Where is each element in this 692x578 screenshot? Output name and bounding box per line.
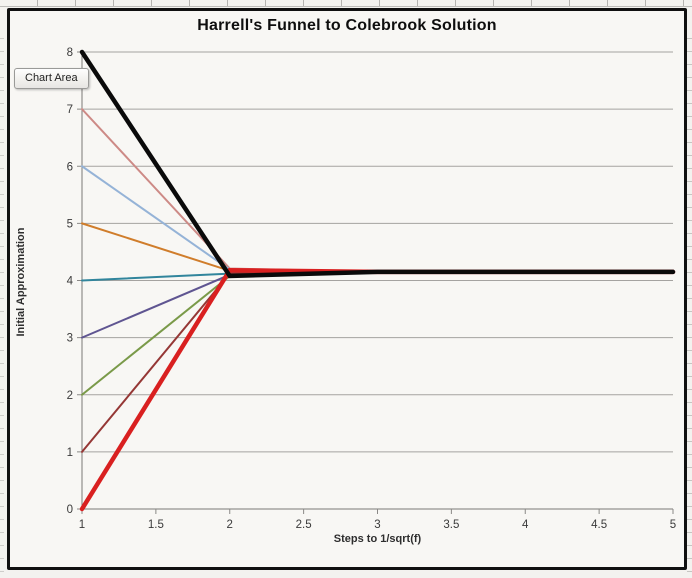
x-tick-label-5: 5 <box>670 519 676 531</box>
series-line-initial-0[interactable] <box>79 267 676 512</box>
y-tick-label-8: 8 <box>67 47 73 59</box>
x-tick-label-2: 2 <box>227 519 233 531</box>
chart-canvas[interactable] <box>7 8 687 570</box>
series-line-initial-6[interactable] <box>81 165 674 273</box>
y-tick-label-0: 0 <box>67 504 73 516</box>
x-tick-label-1: 1 <box>79 519 85 531</box>
y-tick-label-4: 4 <box>67 276 74 288</box>
y-tick-label-2: 2 <box>67 390 73 402</box>
y-tick-label-6: 6 <box>67 161 73 173</box>
x-tick-label-4: 4 <box>522 519 529 531</box>
x-tick-label-2.5: 2.5 <box>296 519 312 531</box>
series-line-initial-2[interactable] <box>81 270 674 396</box>
y-tick-label-5: 5 <box>67 218 73 230</box>
spreadsheet-column-gridline <box>0 0 692 7</box>
series-line-initial-7[interactable] <box>81 108 674 273</box>
y-tick-label-7: 7 <box>67 104 73 116</box>
x-tick-label-3: 3 <box>374 519 380 531</box>
x-tick-label-3.5: 3.5 <box>443 519 459 531</box>
y-axis-title[interactable]: Initial Approximation <box>15 227 27 337</box>
x-tick-label-1.5: 1.5 <box>148 519 164 531</box>
x-tick-label-4.5: 4.5 <box>591 519 607 531</box>
spreadsheet-row-gridlines-right <box>687 26 692 578</box>
series-line-initial-8[interactable] <box>79 49 676 279</box>
chart-area-tooltip: Chart Area <box>14 68 89 89</box>
spreadsheet-row-gridlines-left <box>0 26 4 578</box>
y-tick-label-3: 3 <box>67 333 73 345</box>
chart-title[interactable]: Harrell's Funnel to Colebrook Solution <box>197 17 497 34</box>
series-line-initial-3[interactable] <box>81 270 674 339</box>
y-tick-label-1: 1 <box>67 447 73 459</box>
series-line-initial-5[interactable] <box>81 222 674 273</box>
x-axis-title[interactable]: Steps to 1/sqrt(f) <box>333 533 422 545</box>
